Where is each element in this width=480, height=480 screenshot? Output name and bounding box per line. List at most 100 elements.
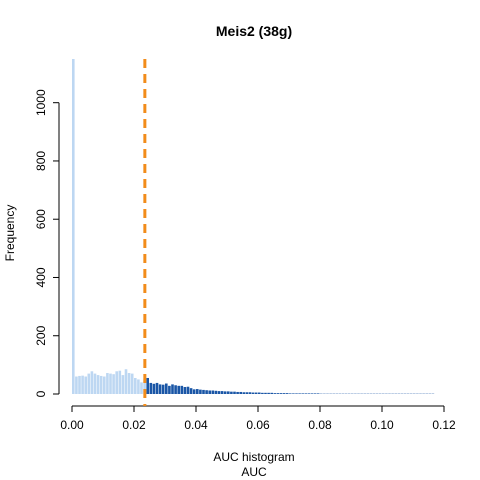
y-tick-label: 800 xyxy=(34,151,48,171)
histogram-bar xyxy=(183,387,187,394)
histogram-bar xyxy=(165,383,168,394)
histogram-bar xyxy=(134,377,137,394)
histogram-bar xyxy=(239,391,242,394)
histogram-bar xyxy=(217,391,221,394)
histogram-bar xyxy=(223,391,227,394)
histogram-bar xyxy=(254,392,258,394)
histogram-bar xyxy=(307,393,311,394)
histogram-bar xyxy=(295,393,298,394)
histogram-bar xyxy=(267,392,270,394)
histogram-bars xyxy=(72,59,435,394)
histogram-bar xyxy=(245,392,249,394)
histogram-bar xyxy=(149,382,153,394)
histogram-bar xyxy=(161,384,165,394)
y-tick-label: 200 xyxy=(34,325,48,345)
histogram-bar xyxy=(174,385,177,394)
x-tick-label: 0.02 xyxy=(122,418,146,432)
histogram-bar xyxy=(214,390,218,394)
histogram-bar xyxy=(72,59,75,394)
x-axis: 0.00 0.02 0.04 0.06 0.08 0.10 0.12 xyxy=(60,405,456,432)
histogram-bar xyxy=(220,391,224,394)
histogram-bar xyxy=(192,389,196,394)
histogram-bar xyxy=(186,386,190,394)
histogram-bar xyxy=(75,376,78,394)
histogram-bar xyxy=(96,375,100,394)
histogram-bar xyxy=(279,393,283,394)
histogram-bar xyxy=(227,391,230,394)
x-tick-label: 0.04 xyxy=(184,418,208,432)
histogram-bar xyxy=(273,393,277,394)
histogram-bar xyxy=(304,393,308,394)
y-tick-label: 0 xyxy=(34,390,48,397)
histogram-bar xyxy=(137,379,140,394)
histogram-bar xyxy=(205,390,208,394)
x-tick-label: 0.12 xyxy=(432,418,456,432)
histogram-bar xyxy=(202,389,205,394)
histogram-bar xyxy=(112,374,115,394)
histogram-bar xyxy=(93,373,97,394)
y-tick-label: 600 xyxy=(34,209,48,229)
x-axis-label-line2: AUC xyxy=(241,465,267,479)
histogram-bar xyxy=(264,392,267,394)
histogram-bar xyxy=(282,393,286,394)
x-axis-label-line1: AUC histogram xyxy=(213,450,294,464)
histogram-bar xyxy=(99,375,103,394)
histogram-bar xyxy=(177,385,180,394)
histogram-bar xyxy=(109,373,112,394)
histogram-bar xyxy=(180,385,184,394)
histogram-bar xyxy=(251,392,255,394)
histogram-bar xyxy=(301,393,304,394)
y-tick-label: 400 xyxy=(34,267,48,287)
histogram-bar xyxy=(168,385,171,394)
histogram-bar xyxy=(298,393,301,394)
histogram-bar xyxy=(152,383,156,394)
x-tick-label: 0.08 xyxy=(308,418,332,432)
histogram-bar xyxy=(158,384,162,394)
y-axis: 0 200 400 600 800 1000 xyxy=(34,89,60,397)
histogram-bar xyxy=(289,393,292,394)
chart-title: Meis2 (38g) xyxy=(216,23,292,39)
histogram-bar xyxy=(146,377,149,394)
histogram-bar xyxy=(127,373,131,394)
histogram-bar xyxy=(189,388,193,394)
histogram-bar xyxy=(276,393,280,394)
histogram-bar xyxy=(118,370,122,394)
histogram-bar xyxy=(242,392,246,394)
histogram-bar xyxy=(310,393,314,394)
histogram-bar xyxy=(140,382,143,394)
x-tick-label: 0.00 xyxy=(60,418,84,432)
histogram-bar xyxy=(230,391,233,394)
histogram-bar xyxy=(124,369,128,394)
histogram-bar xyxy=(130,373,134,394)
histogram-bar xyxy=(208,390,211,394)
histogram-bar xyxy=(211,390,215,394)
histogram-bar xyxy=(261,392,264,394)
histogram-bar xyxy=(78,375,81,394)
histogram-bar xyxy=(81,375,84,394)
histogram-bar xyxy=(115,371,118,394)
histogram-bar xyxy=(258,392,261,394)
histogram-bar xyxy=(233,391,236,394)
y-tick-label: 1000 xyxy=(34,89,48,116)
histogram-bar xyxy=(106,373,109,394)
histogram-bar xyxy=(292,393,295,394)
histogram-bar xyxy=(196,389,199,394)
y-axis-label: Frequency xyxy=(3,205,17,262)
histogram-bar xyxy=(248,392,252,394)
x-tick-label: 0.06 xyxy=(246,418,270,432)
histogram-bar xyxy=(90,371,94,394)
histogram-bar xyxy=(236,391,239,394)
histogram-bar xyxy=(313,393,317,394)
histogram-bar xyxy=(143,379,146,394)
histogram-bar xyxy=(171,384,174,394)
histogram-bar xyxy=(199,389,202,394)
histogram-bar xyxy=(103,376,106,394)
histogram-bar xyxy=(155,382,159,394)
histogram-bar xyxy=(316,393,320,394)
histogram-bar xyxy=(87,373,91,394)
histogram-bar xyxy=(84,376,87,394)
x-tick-label: 0.10 xyxy=(370,418,394,432)
histogram-bar xyxy=(121,375,125,394)
histogram-bar xyxy=(285,393,289,394)
